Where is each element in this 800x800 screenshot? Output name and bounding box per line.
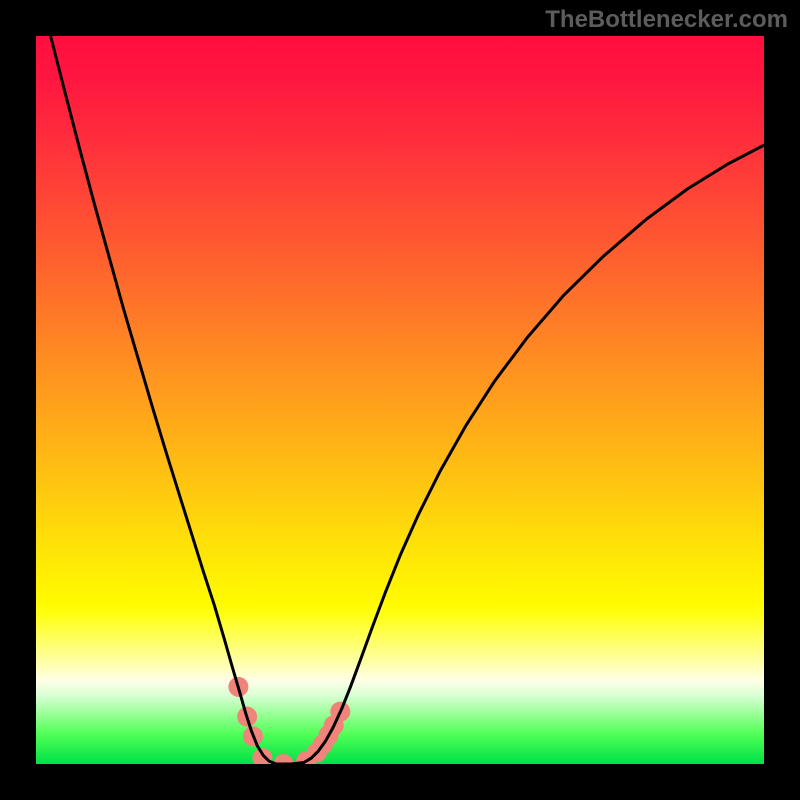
chart-svg: [36, 36, 764, 764]
plot-area: [36, 36, 764, 764]
canvas-frame: TheBottlenecker.com: [0, 0, 800, 800]
bottleneck-curve: [36, 0, 764, 764]
curve-marker: [252, 748, 272, 768]
watermark-text: TheBottlenecker.com: [545, 6, 788, 34]
